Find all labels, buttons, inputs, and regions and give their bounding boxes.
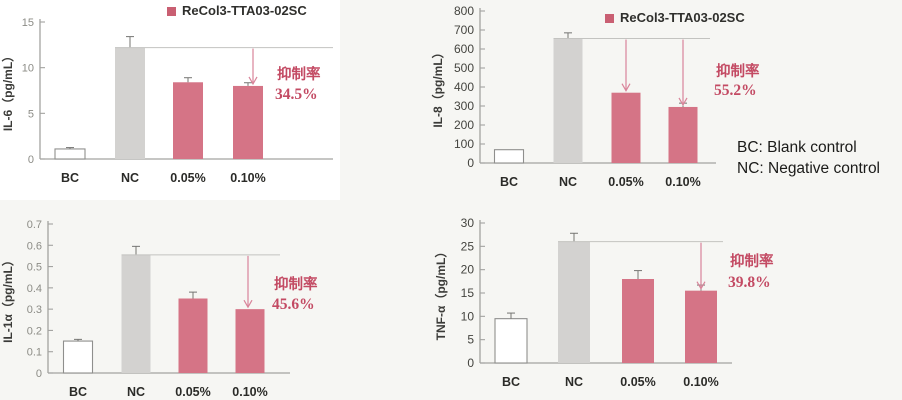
inhibition-rate-value: 34.5% [275,86,318,103]
chart-il6: 0 5 10 15 BC NC 0.05% 0.10% 抑制率 34.5% IL-6（pg/mL） [0,0,340,200]
y-tick-label: 0 [36,368,42,380]
bar-0.05% [173,82,203,159]
chart-il1a-plot: 0 0.1 0.2 0.3 0.4 0.5 0.6 0.7 BC NC 0.05% 0.10% 抑制率 4… [0,219,318,399]
y-tick-label: 15 [22,17,34,29]
legend-label: ReCol3-TTA03-02SC [620,10,745,25]
control-abbreviation-note: BC: Blank control NC: Negative control [737,138,880,180]
y-tick-label: 100 [454,137,474,151]
legend-label: ReCol3-TTA03-02SC [182,3,307,18]
y-tick-label: 5 [467,333,474,347]
category-label: BC [502,375,520,389]
y-tick-label: 700 [454,23,474,37]
y-tick-label: 400 [454,80,474,94]
y-tick-label: 0.6 [27,240,42,252]
category-label: NC [559,175,577,189]
category-label: BC [500,175,518,189]
y-axis-title: IL-6（pg/mL） [0,50,15,131]
category-label: NC [121,171,139,185]
y-tick-label: 15 [461,286,475,300]
note-line-nc: NC: Negative control [737,159,881,177]
y-tick-label: 5 [28,108,34,120]
legend-il8: ReCol3-TTA03-02SC [605,10,745,25]
inhibition-rate-value: 45.6% [272,296,315,313]
chart-il8-plot: 0 100 200 300 400 500 600 700 800 BC NC 0.05% 0.10% 抑… [430,4,760,189]
category-label: NC [127,385,145,399]
y-tick-label: 600 [454,42,474,56]
bar-0.10% [233,85,263,159]
category-label: 0.05% [175,385,210,399]
legend-il6: ReCol3-TTA03-02SC [167,3,307,18]
bar-NC [558,241,590,363]
inhibition-rate-value: 55.2% [714,82,757,99]
y-tick-label: 800 [454,4,474,18]
bar-BC [54,148,86,160]
y-tick-label: 30 [461,216,475,230]
y-tick-label: 0.5 [27,262,42,274]
category-label: 0.05% [608,175,643,189]
category-label: 0.05% [620,375,655,389]
bar-0.10% [668,106,698,163]
category-label: BC [61,171,79,185]
y-tick-label: 0 [467,156,474,170]
category-label: 0.10% [232,385,267,399]
y-tick-label: 25 [461,239,475,253]
y-tick-label: 0 [28,154,34,166]
y-tick-label: 20 [461,263,475,277]
bar-0.05% [611,92,641,163]
chart-tnfa: 0 5 10 15 20 25 30 BC NC 0.05% 0.10% 抑制率 39.8% TNF-α（… [430,205,902,400]
y-tick-label: 0.3 [27,304,42,316]
legend-swatch-icon [605,13,614,23]
y-tick-label: 500 [454,61,474,75]
y-axis-title: IL-1α（pg/mL） [0,254,15,343]
bar-0.05% [622,279,654,363]
chart-il6-plot: 0 5 10 15 BC NC 0.05% 0.10% 抑制率 34.5% IL-6（pg/mL） [0,17,333,185]
y-tick-label: 200 [454,118,474,132]
category-label: 0.10% [230,171,265,185]
inhibition-rate-label: 抑制率 [274,275,318,293]
y-tick-label: 10 [461,309,475,323]
chart-tnfa-plot: 0 5 10 15 20 25 30 BC NC 0.05% 0.10% 抑制率 39.8% TNF-α（… [433,216,774,389]
inhibition-arrowhead [621,83,631,92]
y-tick-label: 0.1 [27,347,42,359]
category-label: BC [69,385,87,399]
bar-0.10% [685,290,717,363]
category-label: NC [565,375,583,389]
y-axis-title: IL-8（pg/mL） [430,46,445,127]
legend-swatch-icon [167,6,176,16]
category-label: 0.10% [665,175,700,189]
inhibition-rate-value: 39.8% [728,274,771,291]
y-tick-label: 300 [454,99,474,113]
y-tick-label: 0.2 [27,325,42,337]
inhibition-arrowhead [248,76,258,86]
note-line-bc: BC: Blank control [737,139,857,156]
y-tick-label: 0.4 [27,283,42,295]
category-label: 0.05% [170,171,205,185]
bar-BC [493,149,525,164]
y-tick-label: 0.7 [27,219,42,231]
y-axis-title: TNF-α（pg/mL） [433,246,448,341]
y-tick-label: 0 [467,356,474,370]
bar-NC [553,38,583,163]
bar-0.10% [235,309,265,373]
inhibition-arrowhead [243,299,253,309]
bar-BC [62,340,94,374]
inhibition-rate-label: 抑制率 [277,65,321,83]
bar-NC [121,254,151,373]
bar-0.05% [178,298,208,373]
y-tick-label: 10 [22,63,34,75]
inhibition-rate-label: 抑制率 [730,252,774,270]
bar-NC [115,47,145,159]
bar-BC [494,318,528,364]
category-label: 0.10% [683,375,718,389]
inhibition-arrowhead [678,97,688,107]
inhibition-arrowhead [696,281,706,290]
chart-il8: 0 100 200 300 400 500 600 700 800 BC NC 0.05% 0.10% 抑… [420,0,902,200]
inhibition-rate-label: 抑制率 [716,62,760,80]
chart-il1a: 0 0.1 0.2 0.3 0.4 0.5 0.6 0.7 BC NC 0.05% 0.10% 抑制率 4… [0,205,350,400]
